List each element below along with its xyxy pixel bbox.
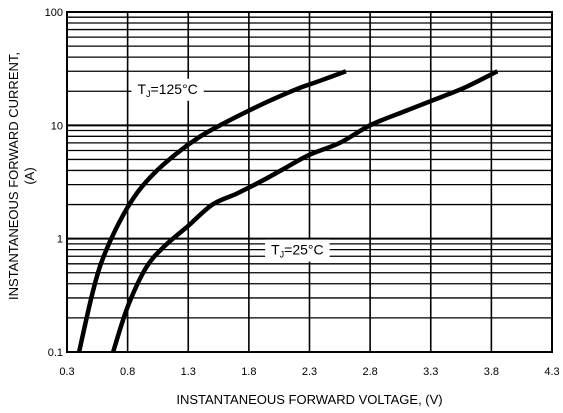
- y-tick-label: 100: [45, 7, 63, 19]
- y-axis-title-line2: (A): [22, 167, 37, 184]
- y-axis-title-line1: INSTANTANEOUS FORWARD CURRENT,: [6, 52, 21, 300]
- y-tick-label: 1: [57, 234, 63, 246]
- x-tick-label: 0.8: [120, 366, 135, 378]
- x-tick-label: 4.3: [544, 366, 559, 378]
- x-tick-label: 1.3: [181, 366, 196, 378]
- x-tick-label: 2.8: [362, 366, 377, 378]
- x-axis-title: INSTANTANEOUS FORWARD VOLTAGE, (V): [176, 392, 442, 407]
- x-tick-label: 2.3: [302, 366, 317, 378]
- plot-frame: [66, 11, 553, 353]
- y-tick-label: 10: [51, 120, 63, 132]
- major-gridlines: [66, 11, 553, 353]
- y-tick-labels: 0.1 1 10 100: [45, 7, 63, 359]
- x-tick-labels: 0.3 0.8 1.3 1.8 2.3 2.8 3.3 3.8 4.3: [59, 366, 559, 378]
- annotation-tj25: TJ=25°C: [271, 242, 324, 260]
- x-tick-label: 3.3: [423, 366, 438, 378]
- curve-tj25: [110, 69, 499, 353]
- curves: [76, 69, 499, 353]
- annotations: TJ=125°C TJ=25°C: [131, 78, 330, 262]
- annotation-bg: [265, 239, 330, 262]
- x-tick-label: 3.8: [484, 366, 499, 378]
- x-tick-label: 1.8: [241, 366, 256, 378]
- annotation-tj125: TJ=125°C: [137, 81, 197, 99]
- x-tick-label: 0.3: [59, 366, 74, 378]
- y-tick-label: 0.1: [48, 347, 63, 359]
- annotation-bg: [131, 78, 204, 101]
- curve-tj125: [76, 69, 347, 353]
